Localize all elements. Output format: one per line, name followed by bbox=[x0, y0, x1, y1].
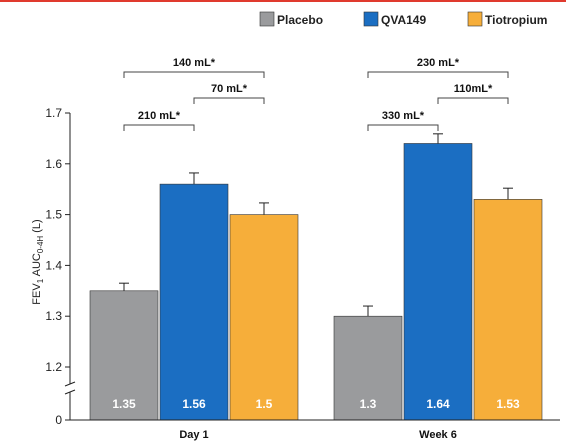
y-axis-label-end: (L) bbox=[31, 219, 43, 236]
y-tick-label: 0 bbox=[55, 413, 62, 427]
y-tick-label: 1.7 bbox=[45, 106, 62, 120]
top-accent-line bbox=[0, 0, 566, 2]
x-category-label: Week 6 bbox=[419, 429, 457, 441]
comparison-label: 230 mL* bbox=[417, 57, 460, 69]
y-tick-label: 1.3 bbox=[45, 309, 62, 323]
legend-swatch-placebo bbox=[259, 11, 275, 27]
y-axis-label-sub1: 1 bbox=[36, 278, 45, 283]
bar-value-label: 1.64 bbox=[426, 397, 450, 411]
comparison-label: 110mL* bbox=[454, 83, 493, 95]
y-axis-label-main: FEV bbox=[31, 283, 43, 305]
y-axis-break-mark bbox=[64, 381, 76, 387]
y-tick-label: 1.2 bbox=[45, 360, 62, 374]
bar-tiotropium-week6 bbox=[473, 199, 543, 421]
chart-legend: Placebo QVA149 Tiotropium bbox=[259, 11, 547, 27]
chart-axes: 0 1.2 1.3 1.4 1.5 1.6 1.7 Day 1 Week 6 bbox=[45, 106, 560, 441]
bar-qva149-day1 bbox=[159, 183, 229, 421]
y-axis-label: FEV1 AUC0-4H (L) bbox=[31, 219, 45, 304]
bar-value-label: 1.53 bbox=[496, 397, 520, 411]
x-category-label: Day 1 bbox=[179, 429, 208, 441]
comparison-brackets: 140 mL* 210 mL* 70 mL* 230 mL* 330 mL* 110mL* bbox=[123, 57, 509, 131]
bar-placebo-week6 bbox=[333, 315, 403, 421]
bar-value-label: 1.56 bbox=[182, 397, 206, 411]
bar-tiotropium-day1 bbox=[229, 214, 299, 421]
y-axis-label-mid: AUC bbox=[31, 253, 43, 279]
comparison-label: 70 mL* bbox=[211, 83, 248, 95]
comparison-label: 330 mL* bbox=[382, 110, 425, 122]
bar-value-label: 1.3 bbox=[360, 397, 377, 411]
bar-qva149-week6 bbox=[403, 143, 473, 421]
bar-value-label: 1.5 bbox=[256, 397, 273, 411]
legend-label-tiotropium: Tiotropium bbox=[485, 13, 547, 27]
y-tick-label: 1.6 bbox=[45, 157, 62, 171]
comparison-bracket bbox=[193, 97, 265, 104]
comparison-bracket bbox=[367, 71, 509, 78]
comparison-bracket bbox=[123, 124, 195, 131]
comparison-bracket bbox=[367, 124, 439, 131]
comparison-label: 210 mL* bbox=[138, 110, 181, 122]
legend-label-qva149: QVA149 bbox=[381, 13, 426, 27]
y-axis-break-mark bbox=[64, 389, 76, 395]
comparison-bracket bbox=[437, 97, 509, 104]
comparison-label: 140 mL* bbox=[173, 57, 216, 69]
legend-swatch-tiotropium bbox=[467, 11, 483, 27]
bar-placebo-day1 bbox=[89, 290, 159, 421]
y-tick-label: 1.4 bbox=[45, 258, 62, 272]
bar-value-label: 1.35 bbox=[112, 397, 136, 411]
y-axis-label-sub2: 0-4H bbox=[36, 236, 45, 254]
bar-group: 1.35 1.56 1.5 1.3 1.64 1.53 bbox=[89, 133, 543, 421]
comparison-bracket bbox=[123, 71, 265, 78]
legend-swatch-qva149 bbox=[363, 11, 379, 27]
y-tick-label: 1.5 bbox=[45, 208, 62, 222]
legend-label-placebo: Placebo bbox=[277, 13, 323, 27]
